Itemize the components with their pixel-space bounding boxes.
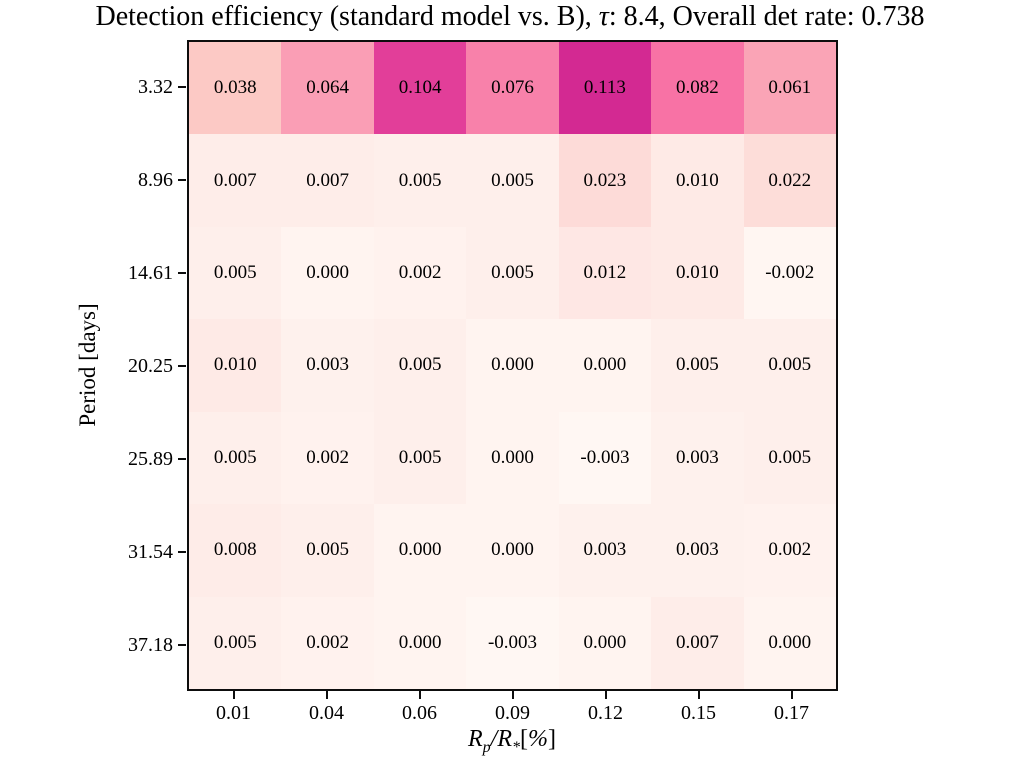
x-tick-label: 0.15 (681, 702, 716, 724)
chart-title-post: : 8.4, Overall det rate: 0.738 (608, 1, 925, 32)
y-tick-mark (178, 178, 186, 181)
heatmap-cell: -0.002 (743, 226, 836, 320)
x-tick-mark (604, 691, 607, 699)
y-tick-label: 14.61 (128, 261, 173, 284)
y-tick-label: 25.89 (128, 447, 173, 470)
heatmap-axes: 0.038 0.064 0.104 0.076 0.113 0.082 0.061 0.007… (187, 40, 838, 691)
heatmap-cell: 0.113 (558, 42, 652, 135)
chart-title-pre: Detection efficiency (standard model vs.… (95, 1, 599, 32)
heatmap-cell: 0.005 (373, 319, 467, 412)
y-tick-mark (178, 271, 186, 274)
heatmap-cell: 0.005 (373, 134, 467, 227)
heatmap-cell: 0.061 (743, 42, 836, 135)
x-tick-label: 0.06 (402, 702, 437, 724)
heatmap-cell: 0.010 (651, 226, 744, 320)
y-tick-mark (178, 643, 186, 646)
heatmap-cell: 0.003 (558, 504, 652, 597)
x-axis-label-bracket-close: ] (548, 726, 556, 752)
heatmap-cell: 0.003 (651, 411, 744, 505)
heatmap-cell: 0.000 (466, 504, 559, 597)
x-tick-mark (511, 691, 514, 699)
x-axis-label-R2: R (497, 726, 512, 752)
heatmap-cell: 0.005 (281, 504, 374, 597)
x-tick-label: 0.01 (216, 702, 251, 724)
x-axis-label: Rp/R*[%] (0, 726, 1020, 757)
x-tick-mark (325, 691, 328, 699)
heatmap-cell: 0.000 (743, 596, 836, 689)
heatmap-cell: 0.002 (281, 596, 374, 689)
heatmap-cell: 0.007 (189, 134, 282, 227)
heatmap-cell: 0.005 (651, 319, 744, 412)
x-axis-label-sub-p: p (482, 738, 491, 756)
heatmap-cell: 0.005 (743, 319, 836, 412)
heatmap-cell: 0.002 (281, 411, 374, 505)
heatmap-cell: 0.005 (466, 226, 559, 320)
heatmap-cell: 0.000 (373, 504, 467, 597)
heatmap-cell: 0.038 (189, 42, 282, 135)
heatmap-cell: 0.002 (373, 226, 467, 320)
x-axis-label-slash: / (490, 726, 498, 752)
heatmap-cell: 0.012 (558, 226, 652, 320)
x-axis-label-R1: R (467, 726, 483, 752)
heatmap-cell: 0.000 (466, 319, 559, 412)
chart-title-tau-symbol: τ (598, 1, 609, 32)
heatmap-cell: 0.000 (558, 319, 652, 412)
y-tick-label: 37.18 (128, 633, 173, 656)
heatmap-cell: 0.000 (558, 596, 652, 689)
heatmap-cell: 0.023 (558, 134, 652, 227)
heatmap-cell: 0.104 (373, 42, 467, 135)
heatmap-cell: 0.000 (373, 596, 467, 689)
heatmap-cell: -0.003 (558, 411, 652, 505)
heatmap-cell: 0.005 (189, 596, 282, 689)
y-tick-label: 31.54 (128, 540, 173, 563)
heatmap-cell: 0.003 (651, 504, 744, 597)
x-tick-label: 0.17 (774, 702, 809, 724)
heatmap-cell: 0.003 (281, 319, 374, 412)
heatmap-cell: 0.005 (466, 134, 559, 227)
heatmap-cell: 0.005 (189, 411, 282, 505)
chart-title: Detection efficiency (standard model vs.… (0, 1, 1020, 33)
y-axis-label: Period [days] (75, 303, 100, 427)
heatmap-cell: 0.005 (189, 226, 282, 320)
x-tick-mark (790, 691, 793, 699)
x-tick-label: 0.09 (495, 702, 530, 724)
heatmap-cell: 0.000 (281, 226, 374, 320)
x-tick-mark (418, 691, 421, 699)
y-tick-label: 3.32 (138, 75, 173, 98)
heatmap-cell: -0.003 (466, 596, 559, 689)
x-tick-label: 0.04 (309, 702, 344, 724)
y-tick-label: 8.96 (138, 168, 173, 191)
y-tick-mark (178, 457, 186, 460)
heatmap-cell: 0.005 (743, 411, 836, 505)
heatmap-cell: 0.010 (651, 134, 744, 227)
heatmap-grid: 0.038 0.064 0.104 0.076 0.113 0.082 0.061 0.007… (189, 42, 836, 689)
heatmap-cell: 0.010 (189, 319, 282, 412)
x-tick-mark (697, 691, 700, 699)
heatmap-cell: 0.000 (466, 411, 559, 505)
y-tick-mark (178, 364, 186, 367)
x-axis-label-sub-star: * (512, 738, 520, 756)
heatmap-cell: 0.082 (651, 42, 744, 135)
x-tick-mark (232, 691, 235, 699)
y-tick-mark (178, 550, 186, 553)
y-tick-mark (178, 85, 186, 88)
heatmap-cell: 0.005 (373, 411, 467, 505)
heatmap-cell: 0.076 (466, 42, 559, 135)
x-axis-label-percent: % (528, 726, 548, 752)
heatmap-cell: 0.064 (281, 42, 374, 135)
y-tick-label: 20.25 (128, 354, 173, 377)
heatmap-cell: 0.007 (281, 134, 374, 227)
heatmap-cell: 0.022 (743, 134, 836, 227)
heatmap-cell: 0.008 (189, 504, 282, 597)
x-tick-label: 0.12 (588, 702, 623, 724)
x-axis-label-bracket-open: [ (520, 726, 528, 752)
heatmap-cell: 0.002 (743, 504, 836, 597)
heatmap-cell: 0.007 (651, 596, 744, 689)
